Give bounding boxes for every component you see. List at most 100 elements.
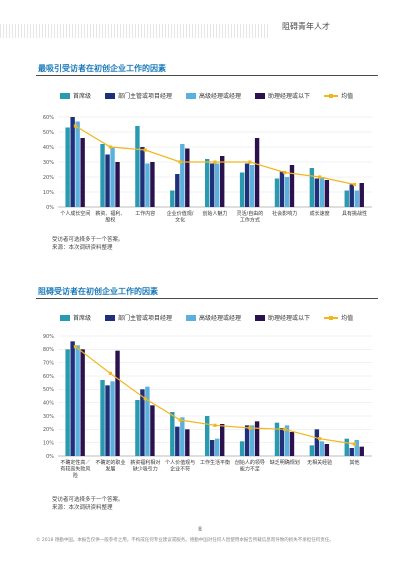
chart2-source: 来源：本次调研资料整理: [52, 505, 113, 511]
legend-swatch-s4: [255, 92, 266, 99]
legend-swatch-s3: [186, 92, 197, 99]
chart1-bar-s4: [80, 138, 85, 207]
chart1-bar-s1: [274, 178, 280, 207]
chart2-note: 受访者可选择多于一个答案。: [52, 497, 124, 503]
chart2-bar-s2: [175, 426, 180, 456]
legend-label-s1: 首席级: [73, 93, 92, 100]
legend2-label-s1: 首席级: [73, 315, 92, 322]
chart1-rule: [36, 75, 378, 76]
legend2-label-s2: 部门主管或项目经理: [118, 315, 173, 322]
chart2-mean-point: [178, 418, 182, 422]
chart2-bar-s4: [115, 350, 120, 456]
chart1-bar-s1: [170, 190, 175, 207]
header-title: 阻碍青年人才: [282, 22, 330, 31]
chart1-bar-s2: [210, 163, 215, 207]
chart1-bar-s2: [140, 147, 145, 207]
chart2-xtick-label: 个人价值观与: [165, 459, 195, 466]
chart1-mean-point: [73, 124, 78, 128]
chart1-bar-s4: [359, 183, 364, 207]
chart1-ytick-label: 50%: [43, 130, 54, 136]
chart2-bar-s4: [289, 432, 295, 456]
chart1-mean-point: [108, 145, 112, 149]
chart1-note: 受访者可选择多于一个答案。: [52, 237, 124, 243]
chart1-ytick-label: 40%: [43, 145, 54, 151]
legend-swatch-mean: [324, 93, 339, 98]
chart2-mean-point: [352, 442, 357, 446]
legend2-swatch-s1: [60, 314, 70, 321]
chart2-bar-s2: [210, 440, 215, 456]
header-decoration: [0, 24, 270, 38]
chart2-bar-s1: [205, 416, 210, 456]
chart1-bar-s2: [175, 174, 180, 207]
chart2-xtick-label: 不确定的职业: [95, 459, 125, 466]
chart2-xtick-label: 创始人的领导: [235, 459, 265, 466]
chart1-bar-s4: [289, 165, 295, 207]
legend-label-s4: 助理经理或以下: [268, 93, 311, 100]
legend2-swatch-s4: [255, 314, 266, 321]
chart1-bar-s2: [314, 178, 320, 207]
chart2-bar-s3: [145, 386, 150, 456]
chart1-xtick-label: 工作内容: [135, 210, 155, 217]
chart2-bar-s1: [170, 412, 175, 456]
chart1-mean-point: [143, 148, 147, 152]
legend-label-s3: 高级经理或经理: [199, 93, 242, 100]
footer-text: © 2018 德勤中国。本报告仅供一般参考之用，不构成任何专业建议或服务。德勤中…: [36, 538, 334, 543]
chart2-xtick-label: 薪资福利相对: [130, 459, 160, 466]
chart2-ytick-label: 30%: [43, 414, 54, 420]
legend2-label-s4: 助理经理或以下: [268, 315, 311, 322]
chart2-bar-s3: [319, 441, 325, 456]
chart2-bar-s1: [135, 400, 140, 456]
chart1-xtick-label: 薪资、福利、: [95, 210, 125, 217]
chart2-bar-s3: [215, 438, 220, 456]
legend-item-s3: 高级经理或经理: [186, 91, 241, 100]
chart1-bar-s3: [249, 165, 255, 207]
chart1-ytick-label: 20%: [43, 175, 54, 181]
chart1-bar-s1: [309, 168, 315, 207]
chart2-xtick-label: 其他: [350, 459, 360, 466]
chart2-ytick-label: 20%: [43, 427, 54, 433]
chart1-xtick-label: 成长速度: [310, 210, 330, 217]
page-header: 阻碍青年人才: [0, 0, 400, 38]
chart1-bar-s3: [319, 177, 325, 207]
chart1-bar-s3: [145, 163, 150, 207]
chart1-bar-s2: [349, 184, 354, 207]
chart2-xtick-label: 企业不符: [170, 466, 190, 473]
chart2-title: 阻碍受访者在初创企业工作的因素: [38, 287, 158, 296]
chart1-ytick-label: 30%: [43, 160, 54, 166]
chart1-bar-s2: [244, 163, 250, 207]
legend2-swatch-s2: [105, 314, 116, 321]
chart2-ytick-label: 70%: [43, 360, 54, 366]
chart2-mean-point: [248, 426, 252, 430]
chart1-bar-s4: [324, 180, 330, 207]
chart2-xtick-label: 能力不足: [240, 466, 260, 473]
chart2-mean-point: [213, 423, 217, 427]
chart1-bar-s1: [65, 127, 70, 207]
chart2-bar-s1: [65, 349, 70, 456]
legend-label-s2: 部门主管或项目经理: [118, 93, 173, 100]
chart2-xtick-label: 缺乏明确规划: [270, 459, 300, 466]
chart1-bar-s2: [70, 117, 75, 207]
chart2-mean-point: [143, 397, 147, 401]
chart1-bar-s1: [100, 144, 105, 207]
chart1-bar-s4: [185, 148, 190, 207]
chart1-xtick-label: 创始人魅力: [202, 210, 227, 217]
chart2-bar-s1: [309, 445, 315, 456]
legend2-item-s1: 首席级: [60, 313, 91, 322]
chart1-mean-point: [283, 170, 287, 175]
chart2-xtick-label: 发展: [105, 466, 115, 473]
legend-label-mean: 均值: [341, 93, 354, 100]
chart1-bar-s2: [105, 154, 110, 207]
chart2-bar-s2: [279, 428, 285, 456]
chart1-bar-s1: [344, 190, 349, 207]
chart1-bar-s1: [205, 159, 210, 207]
chart1-bar-s4: [220, 156, 225, 207]
chart1-title: 最吸引受访者在初创企业工作的因素: [38, 64, 166, 73]
chart2-bar-s3: [354, 440, 359, 456]
chart2-notes: 受访者可选择多于一个答案。 来源：本次调研资料整理: [52, 496, 124, 512]
chart1-xtick-label: 企业价值观/: [167, 210, 194, 217]
chart1-xtick-label: 个人成长空间: [60, 210, 90, 217]
chart2-bar-s4: [324, 444, 330, 456]
chart2-bar-s1: [100, 380, 105, 456]
legend-swatch-s2: [105, 92, 116, 99]
chart2-bar-s4: [185, 429, 190, 456]
